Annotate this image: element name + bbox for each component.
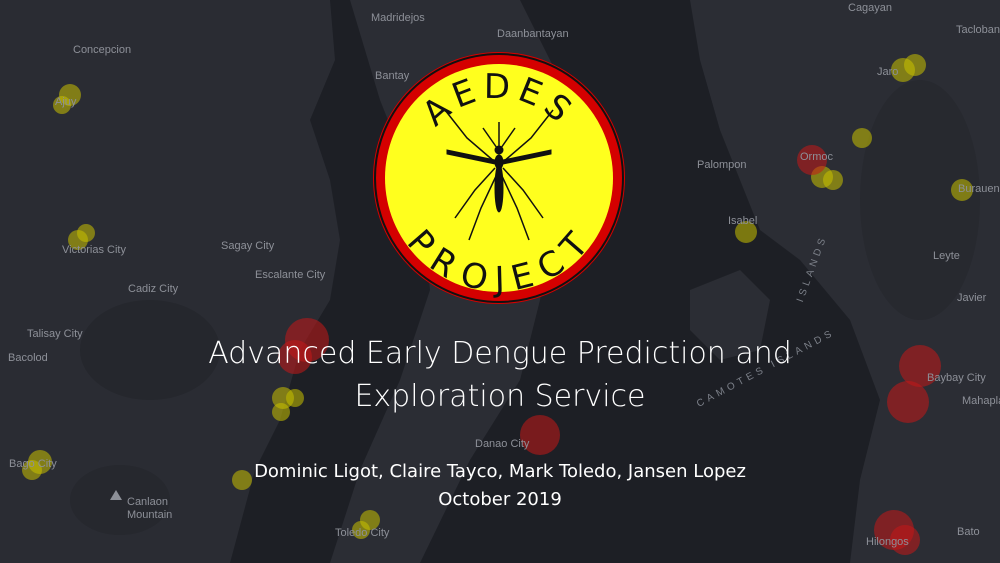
marker	[352, 521, 370, 539]
place-label: Cagayan	[848, 2, 893, 14]
red-markers	[278, 145, 941, 555]
place-label: Cadiz City	[128, 283, 179, 295]
place-label: Toledo City	[335, 527, 390, 539]
marker	[22, 460, 42, 480]
place-label: Burauen	[958, 183, 1000, 195]
date: October 2019	[438, 489, 562, 510]
place-label: Leyte	[933, 250, 960, 262]
marker	[77, 224, 95, 242]
place-label: Baybay City	[927, 372, 986, 384]
yellow-markers	[22, 54, 973, 539]
place-label: Sagay City	[221, 240, 275, 252]
place-label: Ajuy	[55, 96, 77, 108]
marker	[232, 470, 252, 490]
slide-byline: Dominic Ligot, Claire Tayco, Mark Toledo…	[150, 458, 850, 514]
place-label: Bato	[957, 526, 980, 538]
logo-outline	[374, 53, 624, 303]
leyte-texture	[860, 80, 980, 320]
place-label: Ormoc	[800, 151, 833, 163]
marker	[520, 415, 560, 455]
place-label: Tacloban	[956, 24, 1000, 36]
authors: Dominic Ligot, Claire Tayco, Mark Toledo…	[254, 461, 746, 482]
volcano-texture	[80, 300, 220, 400]
place-label: Talisay City	[27, 328, 83, 340]
marker	[899, 345, 941, 387]
place-label: Bantay	[375, 70, 410, 82]
marker	[852, 128, 872, 148]
place-label: Danao City	[475, 438, 530, 450]
place-label: Palompon	[697, 159, 747, 171]
title-line-2: Exploration Service	[354, 379, 646, 414]
place-label: Madridejos	[371, 12, 425, 24]
place-label: Mountain	[127, 509, 173, 521]
marker	[735, 221, 757, 243]
marker	[278, 340, 312, 374]
marker	[53, 96, 71, 114]
place-label: Daanbantayan	[497, 28, 569, 40]
place-label: Concepcion	[73, 44, 132, 56]
marker	[887, 381, 929, 423]
place-label: Bago City	[9, 458, 57, 470]
marker	[823, 170, 843, 190]
place-label: Isabel	[728, 215, 758, 227]
marker	[797, 145, 827, 175]
place-label: Victorias City	[62, 244, 126, 256]
marker	[272, 403, 290, 421]
camotes-islands	[690, 270, 770, 360]
slide-title: Advanced Early Dengue Prediction and Exp…	[150, 332, 850, 418]
mosquito-icon	[444, 109, 554, 241]
place-label: Mahaplag	[962, 395, 1000, 407]
aedes-project-logo: AEDES PROJECT	[373, 52, 625, 304]
place-label: Bacolod	[8, 352, 48, 364]
negros-island	[0, 0, 340, 563]
mountain-icon	[110, 490, 122, 500]
place-label: Escalante City	[255, 269, 326, 281]
place-label: Jaro	[877, 66, 899, 78]
title-line-1: Advanced Early Dengue Prediction and	[208, 336, 792, 371]
place-label: Canlaon	[127, 496, 168, 508]
marker	[904, 54, 926, 76]
place-label: Hilongos	[866, 536, 909, 548]
place-label: Javier	[957, 292, 987, 304]
marker	[286, 389, 304, 407]
marker	[890, 525, 920, 555]
marker	[951, 179, 973, 201]
